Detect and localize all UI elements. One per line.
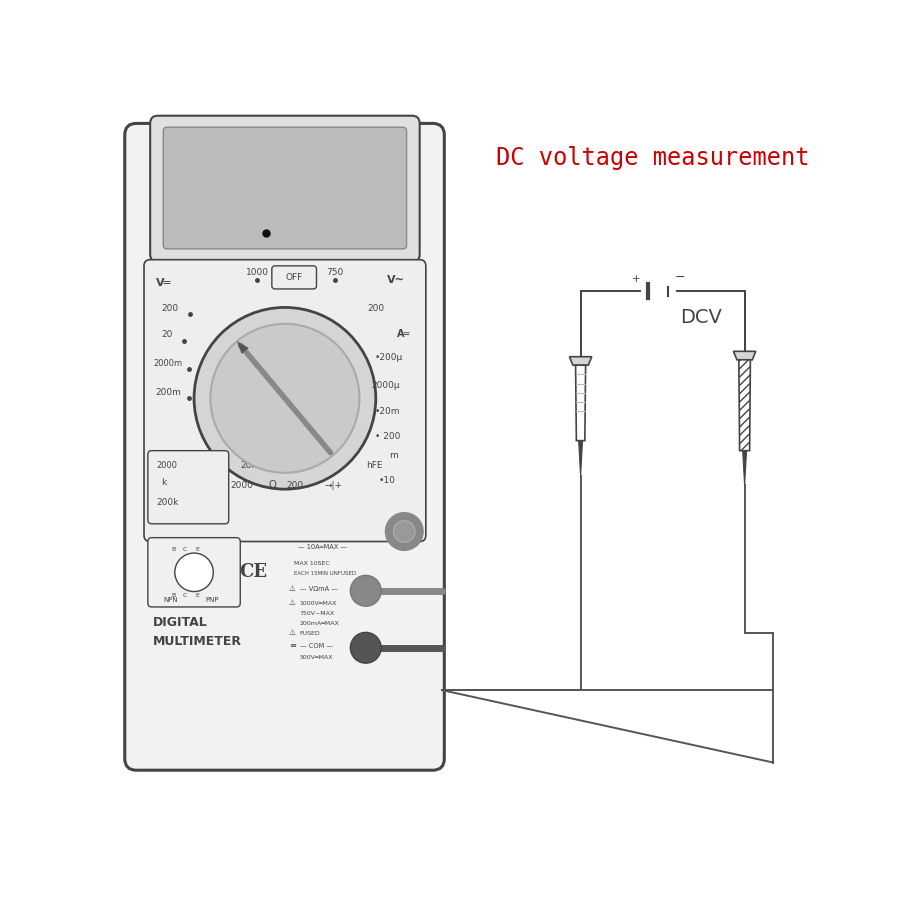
Text: C: C	[183, 546, 187, 552]
Text: 2000μ: 2000μ	[371, 381, 400, 390]
Text: B: B	[171, 546, 176, 552]
Text: m: m	[389, 451, 398, 460]
Text: 750V~MAX: 750V~MAX	[300, 611, 335, 616]
Polygon shape	[576, 365, 586, 441]
Text: — 10A═MAX —: — 10A═MAX —	[298, 544, 347, 550]
Text: −: −	[675, 271, 685, 284]
Text: MAX 10SEC: MAX 10SEC	[294, 561, 330, 565]
Text: NPN: NPN	[164, 597, 178, 603]
Text: E: E	[195, 546, 199, 552]
FancyBboxPatch shape	[125, 123, 445, 770]
Text: EACH 15MIN UNFUSED: EACH 15MIN UNFUSED	[294, 572, 356, 576]
Text: E: E	[195, 593, 199, 598]
Text: A═: A═	[397, 328, 410, 338]
Text: OFF: OFF	[285, 273, 302, 282]
Text: DC voltage measurement: DC voltage measurement	[496, 146, 809, 170]
Text: 200: 200	[161, 303, 178, 312]
Text: C: C	[183, 593, 187, 598]
Text: •10: •10	[379, 476, 396, 485]
Text: 1000V═MAX: 1000V═MAX	[300, 600, 337, 606]
Text: CE: CE	[239, 563, 267, 581]
Text: 200: 200	[367, 303, 384, 312]
Text: ⚠: ⚠	[289, 628, 295, 637]
Circle shape	[175, 554, 213, 591]
Text: 200: 200	[286, 481, 303, 490]
Text: 1000: 1000	[246, 268, 269, 277]
Text: 2000: 2000	[157, 461, 177, 470]
Text: 750: 750	[327, 268, 344, 277]
Circle shape	[393, 521, 415, 543]
FancyBboxPatch shape	[163, 127, 407, 249]
FancyBboxPatch shape	[148, 451, 229, 524]
Text: DCV: DCV	[680, 308, 723, 327]
Text: 2000: 2000	[230, 481, 253, 490]
Text: V~: V~	[387, 274, 404, 284]
Text: •20m: •20m	[375, 407, 401, 416]
Text: FUSED: FUSED	[300, 632, 320, 636]
FancyBboxPatch shape	[150, 116, 419, 262]
Text: 500V═MAX: 500V═MAX	[300, 654, 333, 660]
Text: Ω: Ω	[269, 480, 276, 490]
Text: →|+: →|+	[325, 481, 343, 490]
Circle shape	[350, 633, 382, 663]
Polygon shape	[739, 360, 751, 451]
Text: k: k	[161, 478, 166, 487]
Text: •200μ: •200μ	[375, 353, 403, 362]
Circle shape	[194, 308, 376, 490]
Text: V═: V═	[156, 278, 171, 288]
Text: — COM —: — COM —	[300, 643, 333, 649]
FancyBboxPatch shape	[148, 537, 240, 607]
Text: PNP: PNP	[205, 597, 219, 603]
Text: ≡: ≡	[289, 641, 296, 650]
Polygon shape	[579, 441, 582, 476]
Text: MULTIMETER: MULTIMETER	[153, 634, 242, 648]
Polygon shape	[742, 451, 746, 485]
Circle shape	[211, 324, 359, 472]
Text: 20k: 20k	[240, 461, 256, 470]
Circle shape	[350, 575, 382, 607]
Text: +: +	[632, 274, 641, 284]
Text: — VΩmA —: — VΩmA —	[300, 586, 338, 592]
Text: hFE: hFE	[365, 461, 382, 470]
Text: B: B	[171, 593, 176, 598]
FancyBboxPatch shape	[272, 266, 317, 289]
Text: • 200: • 200	[375, 432, 401, 441]
Text: 200k: 200k	[157, 498, 179, 507]
Text: ⚠: ⚠	[289, 584, 295, 593]
Polygon shape	[237, 341, 248, 354]
Circle shape	[386, 513, 423, 550]
Polygon shape	[570, 356, 592, 365]
Text: 20: 20	[161, 330, 172, 339]
Text: DIGITAL: DIGITAL	[153, 616, 208, 629]
Text: 200mA═MAX: 200mA═MAX	[300, 621, 339, 626]
Text: ⚠: ⚠	[289, 598, 295, 607]
Text: 200m: 200m	[156, 388, 182, 397]
Text: 2000m: 2000m	[153, 359, 183, 368]
FancyBboxPatch shape	[144, 260, 426, 542]
Polygon shape	[734, 351, 756, 360]
